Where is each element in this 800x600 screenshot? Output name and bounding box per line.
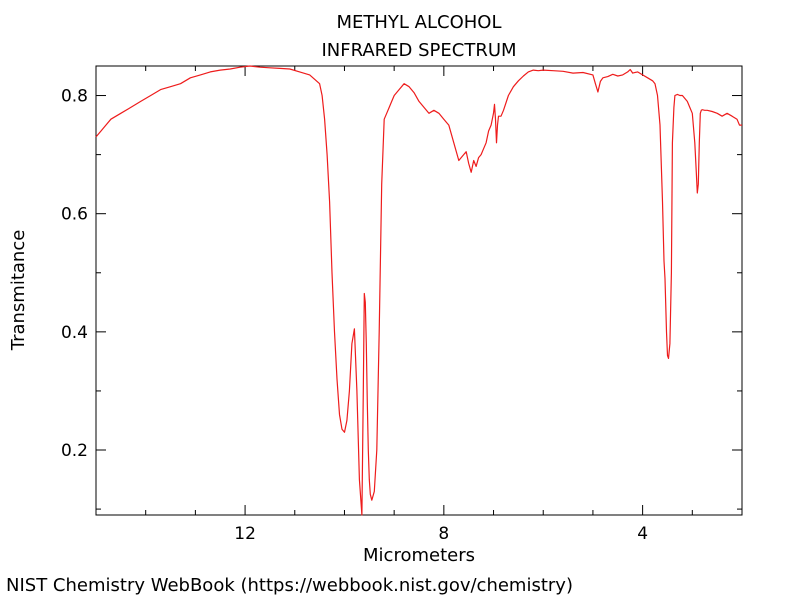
y-axis-label: Transmitance bbox=[8, 230, 29, 352]
x-tick-label: 12 bbox=[234, 524, 256, 544]
chart-subtitle: INFRARED SPECTRUM bbox=[321, 40, 516, 61]
x-tick-label: 4 bbox=[637, 524, 648, 544]
spectrum-line bbox=[95, 65, 742, 516]
chart-title: METHYL ALCOHOL bbox=[337, 12, 502, 33]
x-tick-label: 8 bbox=[438, 524, 449, 544]
plot-frame bbox=[95, 65, 743, 516]
source-credit: NIST Chemistry WebBook (https://webbook.… bbox=[6, 575, 573, 596]
y-tick-label: 0.2 bbox=[61, 441, 88, 461]
y-axis: 0.2 0.4 0.6 0.8 bbox=[61, 87, 742, 510]
y-tick-label: 0.4 bbox=[61, 323, 88, 343]
y-tick-label: 0.6 bbox=[61, 205, 88, 225]
y-tick-label: 0.8 bbox=[61, 87, 88, 107]
x-axis-label: Micrometers bbox=[363, 545, 475, 566]
x-axis: 12 8 4 bbox=[145, 66, 693, 544]
